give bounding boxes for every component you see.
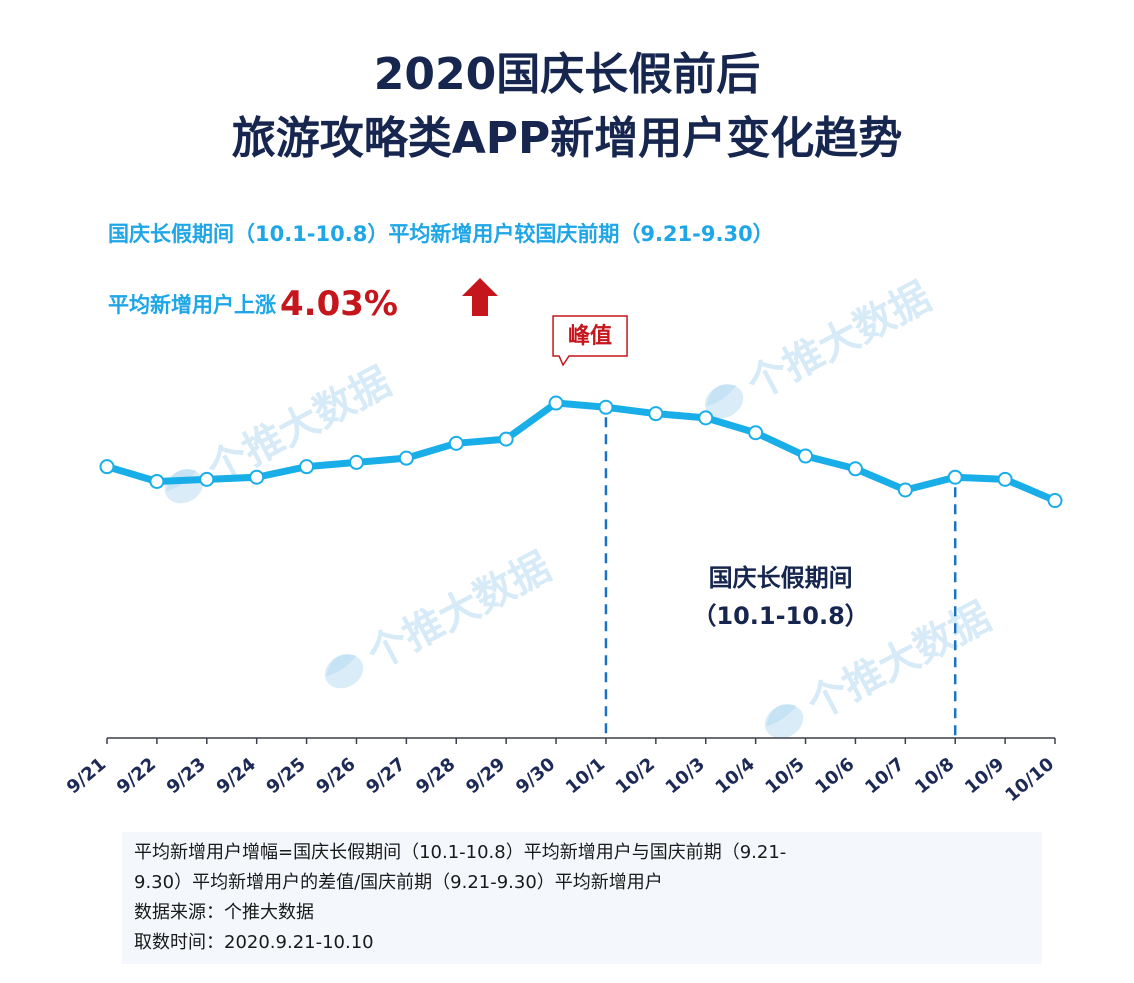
x-tick-label: 9/23 (163, 754, 210, 798)
peak-label: 峰值 (568, 323, 612, 349)
bird-logo-icon (704, 384, 744, 419)
data-point (99, 459, 115, 475)
formula-line1: 平均新增用户增幅=国庆长假期间（10.1-10.8）平均新增用户与国庆前期（9.… (134, 842, 787, 863)
data-point (498, 431, 514, 447)
x-tick-label: 9/21 (63, 754, 110, 798)
data-point (648, 406, 664, 422)
x-tick-label: 9/24 (213, 754, 260, 798)
x-tick-label: 10/6 (811, 754, 858, 798)
chart-title-line2: 旅游攻略类APP新增用户变化趋势 (231, 113, 903, 164)
x-tick-label: 9/25 (262, 754, 309, 798)
holiday-markers: 国庆长假期间 （10.1-10.8） (604, 417, 957, 738)
data-point (448, 435, 464, 451)
series-line-layer (103, 399, 1059, 505)
bird-logo-icon (164, 469, 204, 504)
data-point (1047, 493, 1063, 509)
data-point (398, 450, 414, 466)
watermark: 个推大数据 (164, 359, 398, 504)
up-arrow-icon (462, 278, 498, 316)
x-tick-label: 10/10 (1001, 754, 1058, 807)
x-tick-label: 9/26 (312, 754, 359, 798)
data-points (99, 395, 1063, 509)
growth-percentage: 4.03% (280, 284, 398, 324)
data-point (249, 469, 265, 485)
watermark-text: 个推大数据 (740, 274, 938, 409)
x-tick-label: 9/29 (462, 754, 509, 798)
data-point (698, 410, 714, 426)
x-tick-label: 9/27 (362, 754, 409, 798)
watermark: 个推大数据 (704, 274, 938, 419)
x-tick-label: 9/30 (512, 754, 559, 798)
data-point (798, 448, 814, 464)
bird-logo-icon (324, 654, 364, 689)
holiday-label-line1: 国庆长假期间 (709, 564, 853, 592)
summary-line2: 平均新增用户上涨 4.03% (108, 284, 398, 324)
data-point (997, 471, 1013, 487)
data-point (748, 425, 764, 441)
x-tick-label: 9/22 (113, 754, 160, 798)
footnote-box: 平均新增用户增幅=国庆长假期间（10.1-10.8）平均新增用户与国庆前期（9.… (122, 832, 1042, 964)
data-point (897, 482, 913, 498)
x-tick-label: 10/4 (712, 754, 759, 798)
x-tick-labels: 9/21 9/22 9/23 9/24 9/25 9/26 9/27 9/28 9/29 9/30… (63, 754, 1058, 807)
watermark-text: 个推大数据 (200, 359, 398, 494)
x-tick-label: 10/7 (861, 754, 908, 798)
x-tick-label: 10/8 (911, 754, 958, 798)
chart-title-line1: 2020国庆长假前后 (373, 49, 761, 100)
data-point (847, 461, 863, 477)
x-tick-label: 9/28 (412, 754, 459, 798)
data-point (199, 471, 215, 487)
data-point (947, 469, 963, 485)
x-tick-label: 10/5 (761, 754, 808, 798)
summary-prefix: 平均新增用户上涨 (108, 293, 276, 317)
x-tick-label: 10/1 (562, 754, 609, 798)
data-source: 数据来源：个推大数据 (134, 902, 314, 923)
x-tick-label: 10/2 (612, 754, 659, 798)
formula-line2: 9.30）平均新增用户的差值/国庆前期（9.21-9.30）平均新增用户 (134, 872, 663, 893)
x-tick-label: 10/3 (662, 754, 709, 798)
data-point (299, 459, 315, 475)
summary-line1: 国庆长假期间（10.1-10.8）平均新增用户较国庆前期（9.21-9.30） (108, 222, 774, 246)
watermark: 个推大数据 (324, 544, 558, 689)
holiday-label-line2: （10.1-10.8） (692, 602, 868, 630)
peak-callout-box (552, 315, 628, 367)
peak-callout: 峰值 (552, 315, 628, 367)
data-point (149, 473, 165, 489)
series-line (103, 399, 1059, 505)
x-axis (106, 737, 1056, 744)
data-point (548, 395, 564, 411)
data-point (348, 454, 364, 470)
data-time: 取数时间：2020.9.21-10.10 (134, 932, 374, 953)
data-point (598, 399, 614, 415)
watermark-text: 个推大数据 (360, 544, 558, 679)
bird-logo-icon (764, 704, 804, 739)
